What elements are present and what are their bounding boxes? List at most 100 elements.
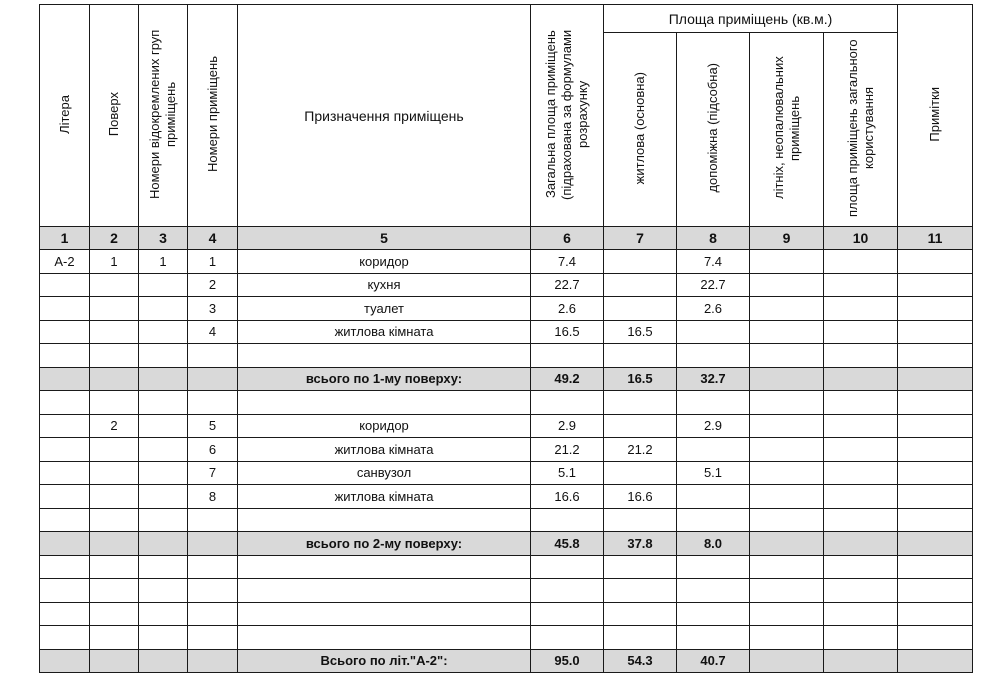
table-cell xyxy=(237,343,531,368)
table-cell xyxy=(187,625,238,650)
table-cell xyxy=(89,272,139,297)
table-cell xyxy=(237,390,531,415)
table-cell: 16.5 xyxy=(530,319,604,344)
column-number: 6 xyxy=(530,226,604,250)
table-cell xyxy=(897,601,974,626)
table-cell xyxy=(237,578,531,603)
table-row: 6 житлова кімната 21.2 21.2 xyxy=(39,437,974,462)
table-cell xyxy=(749,319,824,344)
table-cell: 2 xyxy=(89,413,139,438)
table-cell: 2.9 xyxy=(530,413,604,438)
header-common-area: площа приміщень загального користування xyxy=(822,32,899,227)
table-cell: 95.0 xyxy=(530,648,604,673)
table-cell xyxy=(822,390,899,415)
table-cell xyxy=(603,460,677,485)
table-cell xyxy=(39,554,90,579)
table-cell xyxy=(39,460,90,485)
table-cell xyxy=(897,460,974,485)
table-cell xyxy=(603,554,677,579)
table-cell: 16.5 xyxy=(603,366,677,391)
table-cell xyxy=(138,343,188,368)
table-cell xyxy=(89,507,139,532)
table-cell: житлова кімната xyxy=(237,319,531,344)
table-cell xyxy=(603,507,677,532)
table-cell xyxy=(187,578,238,603)
table-cell xyxy=(822,296,899,321)
table-cell: 5 xyxy=(187,413,238,438)
total-row: Всього по літ."А-2": 95.0 54.3 40.7 xyxy=(39,648,974,673)
table-cell xyxy=(603,601,677,626)
table-cell: 54.3 xyxy=(603,648,677,673)
table-cell: 6 xyxy=(187,437,238,462)
table-cell xyxy=(530,390,604,415)
table-cell: 5.1 xyxy=(676,460,750,485)
table-cell xyxy=(603,249,677,274)
table-row xyxy=(39,507,974,532)
header-summer-area: літніх, неопалювальних приміщень xyxy=(749,32,824,227)
table-cell xyxy=(138,366,188,391)
table-cell xyxy=(822,507,899,532)
table-cell: 21.2 xyxy=(530,437,604,462)
table-cell xyxy=(530,625,604,650)
table-cell xyxy=(676,625,750,650)
table-cell xyxy=(897,343,974,368)
column-number-row: 1 2 3 4 5 6 7 8 9 10 11 xyxy=(39,226,974,250)
header-litera: Літера xyxy=(39,4,90,227)
table-cell xyxy=(822,437,899,462)
table-cell: 16.6 xyxy=(530,484,604,509)
table-cell xyxy=(89,625,139,650)
table-cell xyxy=(749,578,824,603)
table-cell xyxy=(530,578,604,603)
table-cell xyxy=(187,366,238,391)
table-cell xyxy=(39,319,90,344)
table-cell xyxy=(89,554,139,579)
table-cell xyxy=(138,507,188,532)
table-cell: кухня xyxy=(237,272,531,297)
table-cell xyxy=(822,625,899,650)
table-cell xyxy=(138,601,188,626)
table-cell xyxy=(897,296,974,321)
table-cell: 32.7 xyxy=(676,366,750,391)
table-cell xyxy=(749,484,824,509)
table-cell xyxy=(676,601,750,626)
table-cell xyxy=(822,531,899,556)
table-cell: 2.6 xyxy=(530,296,604,321)
table-row: 8 житлова кімната 16.6 16.6 xyxy=(39,484,974,509)
room-area-table: Літера Поверх Номери відокремлених груп … xyxy=(39,4,974,673)
table-cell xyxy=(897,413,974,438)
table-cell xyxy=(39,648,90,673)
table-cell: 2 xyxy=(187,272,238,297)
header-auxiliary-area: допоміжна (підсобна) xyxy=(676,32,750,227)
table-cell xyxy=(39,531,90,556)
table-cell xyxy=(138,578,188,603)
table-cell xyxy=(89,460,139,485)
table-cell xyxy=(897,390,974,415)
table-cell: житлова кімната xyxy=(237,437,531,462)
table-row: 4 житлова кімната 16.5 16.5 xyxy=(39,319,974,344)
table-cell xyxy=(187,648,238,673)
table-cell xyxy=(749,366,824,391)
table-cell xyxy=(897,249,974,274)
header-total-area: Загальна площа приміщень (підрахована за… xyxy=(530,4,604,227)
header-room-numbers: Номери приміщень xyxy=(187,4,238,227)
table-row xyxy=(39,554,974,579)
table-cell: 49.2 xyxy=(530,366,604,391)
table-cell xyxy=(237,554,531,579)
header-floor: Поверх xyxy=(89,4,139,227)
table-cell xyxy=(676,343,750,368)
table-cell: 3 xyxy=(187,296,238,321)
table-cell xyxy=(138,390,188,415)
table-cell: 1 xyxy=(187,249,238,274)
table-cell xyxy=(897,648,974,673)
table-cell xyxy=(39,601,90,626)
table-row xyxy=(39,578,974,603)
table-cell xyxy=(749,343,824,368)
table-cell: Всього по літ."А-2": xyxy=(237,648,531,673)
table-cell xyxy=(89,601,139,626)
table-cell xyxy=(89,437,139,462)
table-cell xyxy=(39,343,90,368)
table-cell xyxy=(138,484,188,509)
header-notes: Примітки xyxy=(897,4,974,227)
table-cell: 22.7 xyxy=(530,272,604,297)
table-cell xyxy=(89,648,139,673)
